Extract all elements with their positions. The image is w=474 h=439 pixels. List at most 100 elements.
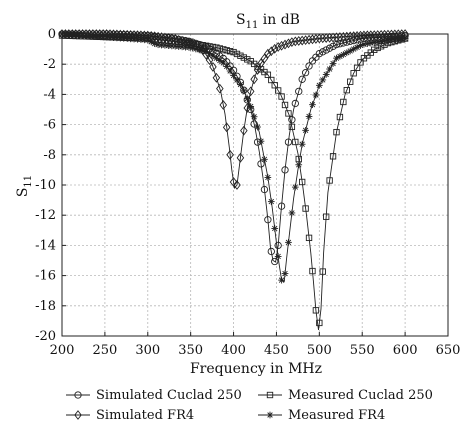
- data-point: [285, 239, 292, 246]
- data-point: [284, 138, 293, 146]
- data-point: [309, 267, 316, 275]
- data-point: [326, 177, 333, 184]
- data-point: [264, 174, 272, 181]
- data-point: [294, 36, 303, 46]
- x-axis-label: Frequency in MHz: [190, 361, 322, 377]
- data-point: [230, 48, 237, 56]
- data-point: [240, 54, 248, 61]
- data-point: [339, 31, 348, 42]
- y-tick-label: -10: [35, 178, 56, 193]
- data-point: [371, 46, 378, 53]
- y-tick-label: -12: [35, 208, 56, 223]
- data-point: [219, 100, 228, 110]
- data-point: [278, 276, 285, 284]
- data-point: [288, 209, 296, 217]
- data-point: [298, 140, 306, 148]
- data-point: [353, 64, 361, 71]
- y-tick-label: -8: [43, 148, 56, 163]
- data-point: [322, 71, 330, 78]
- legend: Simulated Cuclad 250 Simulated FR4 Measure…: [66, 388, 433, 423]
- data-point: [281, 101, 289, 109]
- data-point: [247, 103, 255, 110]
- data-point: [260, 185, 269, 194]
- grid-layer: [62, 34, 448, 336]
- x-tick-label: 650: [436, 343, 461, 358]
- y-axis-label-subscript: 11: [23, 175, 34, 188]
- data-point: [223, 63, 231, 70]
- data-point: [278, 93, 285, 100]
- data-point: [305, 234, 313, 242]
- data-point: [329, 60, 337, 67]
- data-point: [267, 46, 276, 57]
- data-point: [257, 58, 265, 69]
- data-point: [260, 53, 269, 64]
- data-point: [271, 225, 279, 232]
- data-point: [209, 43, 217, 51]
- data-point: [288, 123, 296, 131]
- data-point: [309, 101, 316, 109]
- chart-title-subscript: 11: [246, 20, 259, 31]
- data-point: [206, 43, 213, 50]
- data-point: [322, 46, 330, 54]
- data-point: [291, 99, 299, 108]
- data-point: [329, 153, 337, 160]
- data-point: [312, 34, 320, 44]
- data-point: [216, 45, 224, 52]
- series-layer: [58, 29, 409, 331]
- data-point: [333, 128, 340, 136]
- legend-label: Measured Cuclad 250: [288, 388, 433, 403]
- data-point: [295, 161, 303, 169]
- x-tick-label: 250: [92, 343, 117, 358]
- legend-marker: [266, 391, 274, 399]
- data-point: [299, 178, 306, 186]
- data-point: [267, 198, 275, 205]
- data-point: [318, 33, 327, 44]
- x-tick-label: 500: [307, 343, 332, 358]
- y-axis-label: S11: [15, 175, 34, 197]
- data-point: [261, 155, 268, 163]
- data-point: [281, 39, 289, 50]
- data-point: [226, 67, 234, 75]
- data-point: [315, 33, 324, 44]
- x-tick-label: 350: [178, 343, 203, 358]
- data-point: [281, 270, 289, 277]
- y-tick-label: -6: [43, 118, 56, 133]
- data-point: [298, 35, 306, 46]
- data-point: [246, 86, 255, 97]
- data-point: [226, 48, 234, 55]
- data-point: [209, 52, 217, 60]
- data-point: [205, 55, 214, 66]
- data-point: [237, 52, 244, 59]
- data-point: [305, 113, 313, 120]
- data-point: [343, 38, 351, 46]
- data-point: [305, 62, 313, 70]
- data-point: [347, 78, 354, 85]
- data-point: [233, 76, 241, 84]
- data-point: [291, 36, 300, 47]
- data-point: [264, 216, 272, 224]
- data-point: [271, 257, 279, 266]
- data-point: [257, 160, 265, 168]
- legend-marker: [74, 410, 82, 420]
- data-point: [268, 76, 275, 84]
- data-point: [212, 72, 221, 83]
- data-point: [339, 39, 348, 47]
- data-point: [222, 122, 231, 133]
- data-point: [274, 87, 282, 94]
- x-tick-label: 550: [350, 343, 375, 358]
- legend-label: Simulated Cuclad 250: [96, 388, 242, 403]
- data-point: [216, 83, 224, 94]
- y-tick-label: 0: [48, 27, 56, 42]
- chart-title: S11 in dB: [236, 12, 300, 31]
- data-point: [336, 113, 344, 121]
- chart-title-main: S: [236, 12, 246, 28]
- data-point: [315, 49, 323, 58]
- data-point: [229, 177, 238, 187]
- y-axis-label-main: S: [15, 188, 31, 198]
- y-tick-label: -2: [43, 57, 56, 72]
- data-point: [323, 213, 330, 220]
- data-point: [250, 74, 258, 85]
- data-point: [336, 32, 344, 42]
- data-point: [329, 32, 337, 43]
- data-point: [281, 166, 289, 174]
